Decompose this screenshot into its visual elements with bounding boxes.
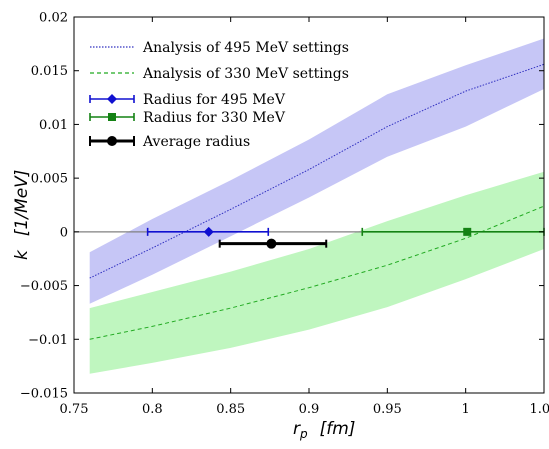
legend-label-avg: Average radius — [142, 134, 250, 150]
x-axis-label: rp [fm] — [293, 419, 355, 441]
y-axis-label: k [1/MeV] — [12, 170, 32, 260]
x-tick-label: 0.95 — [373, 402, 402, 417]
y-tick-label: −0.015 — [20, 387, 68, 402]
confidence-bands — [89, 38, 544, 374]
y-axis-label-unit: [1/MeV] — [12, 170, 32, 237]
x-tick-label: 0.9 — [299, 402, 320, 417]
x-tick-label: 0.8 — [142, 402, 163, 417]
legend-label-495: Analysis of 495 MeV settings — [142, 40, 349, 56]
y-axis-ticks: −0.015 −0.01 −0.005 0 0.005 0.01 0.015 0.02 — [20, 11, 544, 402]
legend-square-marker — [108, 113, 116, 121]
y-tick-label: 0.015 — [31, 64, 68, 79]
legend-label-r330: Radius for 330 MeV — [143, 110, 286, 126]
x-tick-label: 1 — [462, 402, 470, 417]
legend-label-r495: Radius for 495 MeV — [143, 92, 286, 108]
line-series-0 — [89, 63, 545, 279]
x-axis-label-main: r — [293, 419, 301, 439]
legend-diamond-marker — [107, 94, 117, 104]
band-series-1 — [89, 171, 544, 374]
y-tick-label: 0.005 — [31, 172, 68, 187]
marker-circle — [266, 238, 277, 249]
y-tick-label: −0.01 — [28, 333, 68, 348]
line-series-1 — [89, 205, 545, 340]
x-tick-label: 1.05 — [530, 402, 549, 417]
y-tick-label: 0 — [60, 225, 68, 240]
y-tick-label: 0.01 — [39, 118, 68, 133]
series-lines — [89, 63, 545, 340]
radius-error-bars — [146, 226, 545, 249]
legend: Analysis of 495 MeV settings Analysis of… — [89, 40, 349, 150]
x-tick-label: 0.75 — [60, 402, 89, 417]
x-tick-label: 0.85 — [216, 402, 245, 417]
y-axis-label-main: k — [12, 249, 32, 260]
marker-diamond — [203, 226, 214, 237]
x-axis-ticks: 0.75 0.8 0.85 0.9 0.95 1 1.05 — [60, 17, 549, 417]
x-axis-label-unit: [fm] — [320, 419, 356, 439]
band-series-0 — [89, 38, 544, 304]
x-axis-label-sub: p — [299, 427, 308, 441]
marker-square — [463, 227, 472, 236]
y-tick-label: −0.005 — [20, 279, 68, 294]
legend-circle-marker — [107, 136, 117, 146]
legend-label-330: Analysis of 330 MeV settings — [142, 66, 349, 82]
y-tick-label: 0.02 — [39, 11, 68, 26]
